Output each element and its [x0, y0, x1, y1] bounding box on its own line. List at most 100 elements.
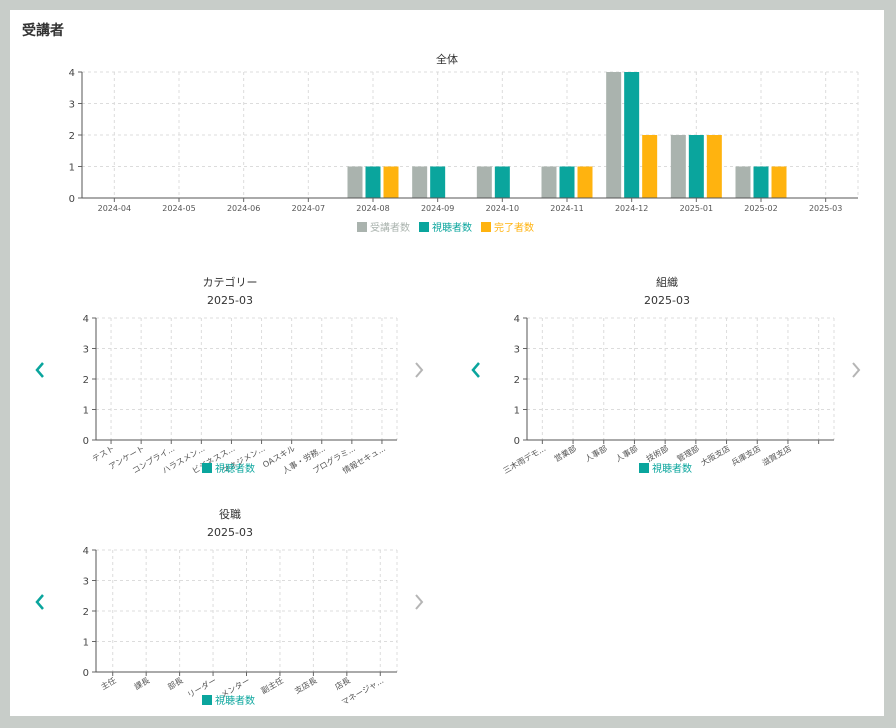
bar-overall-1-4[interactable] [365, 166, 381, 199]
x-tick-label: 2024-09 [421, 204, 454, 213]
x-tick-label: 人事部 [614, 443, 640, 464]
y-tick-label: 2 [69, 131, 75, 142]
bar-overall-2-9[interactable] [706, 135, 722, 198]
main-panel: 受講者 全体 0 1 2 3 4 2024-04 2024-05 2024-06 2024-07 2… [10, 10, 884, 716]
y-tick-label: 2 [83, 375, 89, 386]
x-tick-label: 2024-12 [615, 204, 648, 213]
x-tick-label: 2024-11 [550, 204, 583, 213]
category-prev-button[interactable] [30, 358, 50, 382]
x-tick-label: 営業部 [552, 443, 578, 464]
x-tick-label: 2025-02 [744, 204, 777, 213]
legend-label[interactable]: 完了者数 [494, 221, 534, 234]
x-tick-label: 2024-07 [292, 204, 325, 213]
bar-overall-0-6[interactable] [476, 166, 492, 199]
y-tick-label: 1 [69, 163, 75, 174]
bar-overall-0-4[interactable] [347, 166, 363, 199]
chevron-right-icon [415, 362, 424, 378]
y-tick-label: 0 [514, 436, 520, 447]
bar-overall-2-7[interactable] [577, 166, 593, 199]
legend-swatch[interactable] [202, 463, 212, 473]
chevron-right-icon [415, 594, 424, 610]
x-tick-label: 2024-04 [98, 204, 131, 213]
bar-overall-1-10[interactable] [753, 166, 769, 199]
bar-overall-1-5[interactable] [430, 166, 446, 199]
chevron-left-icon [35, 594, 44, 610]
chart-title: 役職 [219, 507, 241, 521]
chevron-left-icon [35, 362, 44, 378]
x-tick-label: 2024-08 [356, 204, 389, 213]
x-tick-label: 2024-06 [227, 204, 260, 213]
x-tick-label: 管理部 [675, 443, 701, 464]
bar-overall-1-7[interactable] [559, 166, 575, 199]
bar-overall-2-10[interactable] [771, 166, 787, 199]
chart-subtitle: 2025-03 [644, 294, 690, 307]
bar-overall-0-10[interactable] [735, 166, 751, 199]
bar-overall-1-6[interactable] [494, 166, 510, 199]
legend-label[interactable]: 視聴者数 [215, 462, 255, 475]
page-title: 受講者 [22, 23, 64, 39]
y-tick-label: 2 [83, 607, 89, 618]
x-tick-label: 支店長 [293, 675, 319, 696]
bar-overall-1-8[interactable] [624, 72, 640, 198]
y-tick-label: 4 [83, 546, 89, 557]
y-tick-label: 4 [83, 314, 89, 325]
chevron-left-icon [471, 362, 480, 378]
x-tick-label: 2024-05 [162, 204, 195, 213]
organization-next-button[interactable] [846, 358, 866, 382]
bar-overall-2-4[interactable] [383, 166, 399, 199]
legend-label[interactable]: 視聴者数 [432, 221, 472, 234]
category-chart: カテゴリー2025-0301234テストアンケートコンプライ...ハラスメン..… [83, 275, 398, 476]
legend-swatch[interactable] [357, 222, 367, 232]
y-tick-label: 0 [69, 194, 75, 205]
x-tick-label: 店長 [333, 675, 352, 692]
bar-overall-0-7[interactable] [541, 166, 557, 199]
legend-swatch[interactable] [639, 463, 649, 473]
y-tick-label: 3 [83, 577, 89, 588]
y-tick-label: 0 [83, 668, 89, 679]
y-tick-label: 3 [83, 345, 89, 356]
y-tick-label: 4 [514, 314, 520, 325]
x-tick-label: 技術部 [644, 443, 670, 464]
category-next-button[interactable] [409, 358, 429, 382]
chevron-right-icon [852, 362, 861, 378]
x-tick-label [812, 444, 823, 456]
position-prev-button[interactable] [30, 590, 50, 614]
overall-chart: 全体 0 1 2 3 4 2024-04 2024-05 2024-06 2024-07 2024-… [69, 52, 859, 234]
chart-subtitle: 2025-03 [207, 526, 253, 539]
y-tick-label: 1 [83, 406, 89, 417]
bar-overall-0-5[interactable] [412, 166, 428, 199]
y-tick-label: 2 [514, 375, 520, 386]
bar-overall-1-9[interactable] [688, 135, 704, 198]
x-tick-label: 2025-03 [809, 204, 842, 213]
organization-prev-button[interactable] [466, 358, 486, 382]
y-tick-label: 3 [514, 345, 520, 356]
bar-overall-0-9[interactable] [670, 135, 686, 198]
bar-overall-0-8[interactable] [606, 72, 622, 198]
x-tick-label: リーダー [185, 675, 218, 700]
y-tick-label: 3 [69, 100, 75, 111]
position-next-button[interactable] [409, 590, 429, 614]
x-tick-label: 課長 [132, 675, 151, 692]
x-tick-label: 主任 [99, 675, 118, 692]
chart-subtitle: 2025-03 [207, 294, 253, 307]
chart-title: 組織 [656, 276, 678, 289]
x-tick-label: 大阪支店 [699, 443, 732, 468]
y-tick-label: 1 [514, 406, 520, 417]
x-tick-label: 副主任 [259, 675, 285, 696]
bar-overall-2-8[interactable] [642, 135, 658, 198]
y-tick-label: 4 [69, 68, 75, 79]
x-tick-label: 部長 [166, 675, 185, 692]
x-tick-label: 滋賀支店 [760, 443, 793, 468]
chart-title: 全体 [436, 52, 458, 66]
y-tick-label: 0 [83, 436, 89, 447]
legend-label[interactable]: 視聴者数 [652, 462, 692, 475]
x-tick-label: 三木雨デモ... [501, 443, 547, 475]
legend-swatch[interactable] [481, 222, 491, 232]
legend-label[interactable]: 視聴者数 [215, 694, 255, 707]
legend-swatch[interactable] [419, 222, 429, 232]
legend-swatch[interactable] [202, 695, 212, 705]
x-tick-label: 兵庫支店 [730, 443, 763, 468]
legend-label[interactable]: 受講者数 [370, 221, 410, 234]
